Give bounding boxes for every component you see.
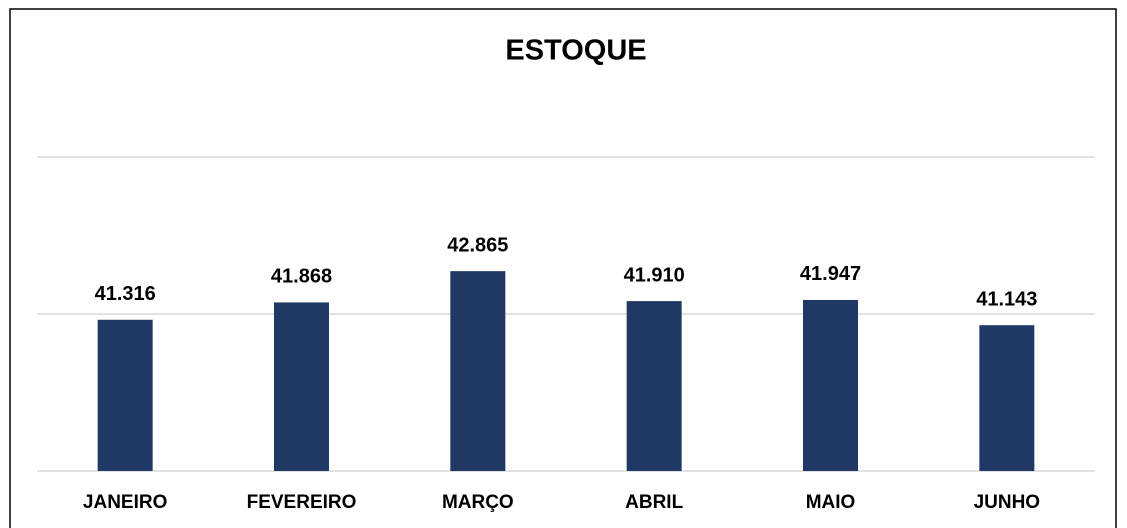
x-tick-label: JUNHO — [974, 492, 1041, 513]
data-label: 41.947 — [800, 263, 861, 285]
chart-title: ESTOQUE — [505, 35, 646, 67]
chart-border — [9, 8, 1117, 528]
x-tick-label: ABRIL — [625, 492, 683, 513]
bar — [450, 271, 506, 471]
bar — [626, 301, 682, 471]
bar — [803, 299, 858, 471]
data-label: 41.143 — [976, 288, 1037, 310]
data-label: 42.865 — [447, 234, 508, 256]
data-label: 41.868 — [271, 266, 332, 288]
bar — [274, 302, 329, 471]
x-tick-label: MAIO — [806, 492, 856, 513]
bar — [979, 325, 1035, 471]
x-tick-label: MARÇO — [442, 492, 514, 513]
x-tick-label: FEVEREIRO — [247, 492, 357, 513]
bar — [97, 319, 153, 471]
data-label: 41.910 — [624, 264, 685, 286]
data-label: 41.316 — [95, 283, 156, 305]
x-tick-label: JANEIRO — [83, 492, 167, 513]
